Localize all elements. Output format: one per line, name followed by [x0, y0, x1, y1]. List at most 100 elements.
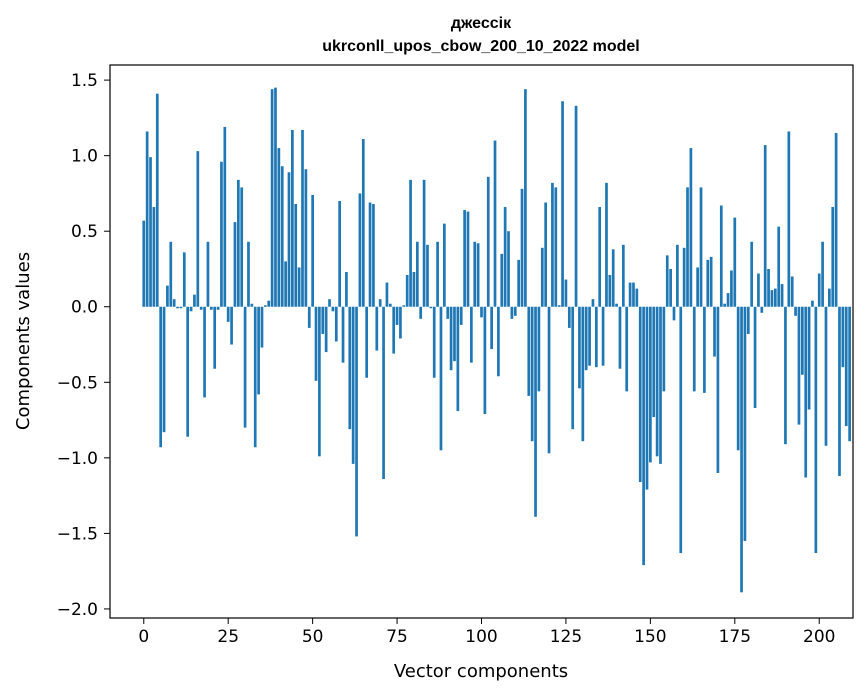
x-tick-label: 0 [138, 627, 149, 647]
bar [750, 241, 754, 307]
bar [723, 303, 727, 307]
bar [760, 306, 764, 313]
bar [399, 306, 402, 339]
bar [405, 275, 409, 307]
bar [537, 306, 541, 392]
bar [247, 241, 250, 307]
bar [250, 303, 254, 307]
bar [345, 272, 348, 307]
bar [571, 306, 575, 430]
bar [696, 267, 699, 307]
bar [844, 306, 848, 427]
bar [740, 306, 743, 593]
bar [733, 217, 737, 307]
bar [713, 306, 716, 357]
bar [304, 169, 308, 307]
bar [652, 306, 656, 418]
bar [638, 306, 642, 483]
bar [780, 284, 784, 307]
bar [199, 306, 203, 310]
bar [287, 172, 291, 307]
bar [655, 306, 659, 457]
bar [659, 306, 662, 464]
bar [395, 306, 399, 325]
bar [753, 306, 757, 408]
bar [294, 204, 298, 307]
bar [824, 306, 828, 446]
bar [540, 247, 544, 307]
bar [419, 306, 423, 319]
y-axis-ticks: −2.0 −1.5 −1.0 −0.5 0.0 0.5 1.0 1.5 [57, 71, 110, 620]
bar [686, 187, 689, 307]
bar [358, 193, 362, 307]
bar [473, 241, 477, 307]
bar [355, 306, 358, 537]
x-tick-label: 100 [465, 627, 497, 647]
bar [385, 282, 389, 307]
bar [797, 306, 801, 425]
bar [544, 202, 548, 307]
bar [274, 87, 277, 307]
bar [230, 306, 233, 345]
bar [608, 275, 612, 307]
bar [152, 207, 156, 307]
bar [270, 89, 274, 307]
bar [578, 306, 581, 389]
x-tick-label: 25 [217, 627, 239, 647]
bar [456, 306, 460, 411]
y-tick-label: 1.0 [71, 147, 98, 167]
bar [368, 202, 372, 307]
bar [388, 303, 392, 307]
bar [841, 306, 845, 368]
bar [206, 241, 210, 307]
bar [524, 89, 527, 307]
y-tick-label: −1.5 [57, 524, 98, 544]
x-tick-label: 75 [386, 627, 408, 647]
bar [787, 131, 791, 307]
bar [439, 306, 443, 451]
bar [196, 151, 200, 307]
bar [409, 179, 412, 307]
bar [311, 194, 314, 307]
bar [800, 306, 804, 375]
x-tick-label: 125 [550, 627, 582, 647]
bar [743, 306, 747, 541]
bar [831, 207, 835, 307]
bar [635, 288, 639, 307]
bar [392, 306, 396, 354]
x-tick-label: 175 [719, 627, 751, 647]
bar [513, 306, 517, 316]
bar [625, 306, 629, 392]
bar [412, 272, 416, 307]
bar [463, 210, 466, 307]
bar [581, 306, 585, 442]
bar [770, 290, 774, 307]
bar [490, 306, 493, 350]
bar [149, 157, 152, 307]
bar [179, 306, 183, 309]
bar [730, 270, 733, 307]
bar [777, 226, 781, 307]
bar [243, 306, 247, 428]
bar [534, 306, 537, 517]
bar [672, 306, 676, 321]
bar [821, 241, 824, 307]
bar [172, 299, 176, 307]
bar [159, 306, 163, 448]
bar [676, 244, 679, 307]
bar [814, 306, 818, 554]
x-tick-label: 200 [803, 627, 835, 647]
bar [591, 299, 595, 307]
chart-subtitle: ukrconll_upos_cbow_200_10_2022 model [322, 38, 639, 55]
bar [507, 231, 510, 307]
bar [594, 306, 598, 368]
y-tick-label: −0.5 [57, 373, 98, 393]
bar [375, 306, 379, 351]
bar [348, 306, 352, 430]
bar [297, 267, 301, 307]
bar [520, 188, 524, 307]
bar [757, 273, 760, 307]
bar [226, 306, 230, 322]
bar [236, 179, 240, 307]
bar [449, 306, 453, 371]
